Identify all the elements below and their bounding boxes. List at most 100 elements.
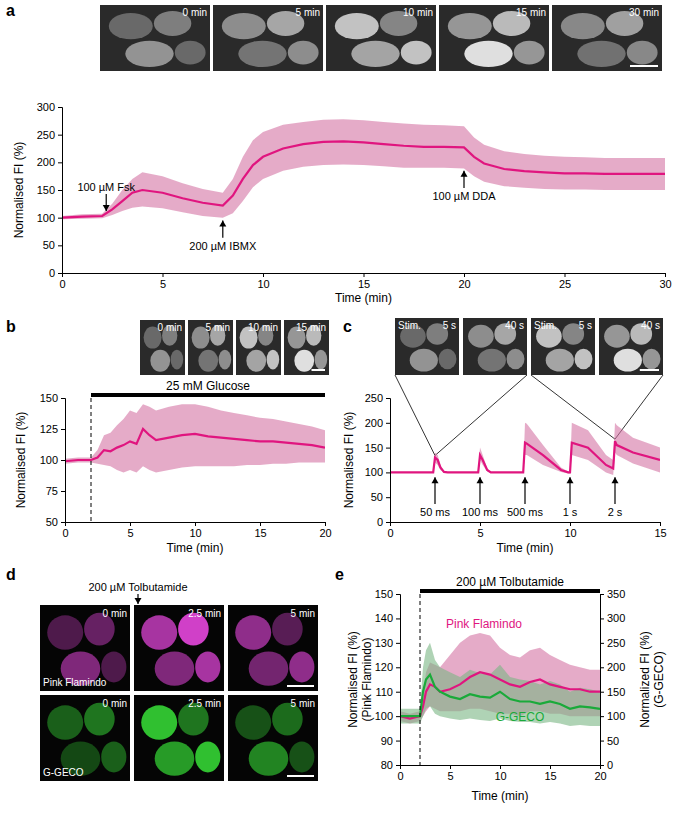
image-label: 0 min bbox=[183, 7, 207, 18]
arrow bbox=[135, 594, 142, 604]
tick-label: 125 bbox=[40, 423, 58, 435]
image-label: 15 min bbox=[516, 7, 546, 18]
x-axis: 05101520 bbox=[397, 765, 606, 782]
tick: 100 bbox=[40, 454, 65, 466]
image-label: 15 min bbox=[296, 322, 326, 333]
tick-mark bbox=[396, 643, 400, 644]
tick: 100 bbox=[365, 466, 390, 478]
background bbox=[0, 0, 675, 815]
cell bbox=[150, 350, 170, 372]
series-label: G-GECO bbox=[496, 710, 545, 724]
tick-label: 120 bbox=[375, 661, 393, 673]
tick-mark bbox=[260, 522, 261, 526]
axis-line bbox=[61, 399, 66, 523]
x-axis-title: Time (min) bbox=[335, 291, 392, 305]
x-axis: 051015202530 bbox=[59, 273, 671, 290]
cell bbox=[439, 349, 457, 370]
tick-label: 300 bbox=[607, 612, 625, 624]
tick: 150 bbox=[600, 686, 625, 698]
tick: 30 bbox=[659, 273, 671, 290]
tick-mark bbox=[386, 472, 390, 473]
tick: 300 bbox=[600, 612, 625, 624]
axis-line bbox=[391, 523, 661, 527]
micrograph bbox=[326, 5, 436, 71]
tick: 15 bbox=[358, 273, 370, 290]
plot-area bbox=[400, 633, 600, 726]
arrow-head bbox=[461, 171, 468, 177]
cell bbox=[47, 705, 83, 739]
treatment-bar bbox=[91, 393, 325, 397]
image-label: 0 min bbox=[103, 608, 127, 619]
tick-label: 100 bbox=[40, 454, 58, 466]
cell bbox=[109, 13, 153, 39]
treatment-bar bbox=[420, 589, 600, 593]
image-label: 40 s bbox=[505, 320, 524, 331]
tick-label: 25 bbox=[559, 278, 571, 290]
image-background bbox=[228, 695, 318, 781]
tick: 20 bbox=[458, 273, 470, 290]
image-background bbox=[134, 605, 224, 691]
tick: 100 bbox=[600, 710, 625, 722]
tick-label: 0 bbox=[59, 278, 65, 290]
panel: e051015208090100110120130140150050100150… bbox=[335, 566, 666, 803]
tick-label: 80 bbox=[381, 759, 393, 771]
tick-label: 250 bbox=[365, 392, 383, 404]
panel: b0 min5 min10 min15 min05101520507510012… bbox=[6, 318, 332, 555]
tick-mark bbox=[600, 594, 604, 595]
annotation: 200 µM IBMX bbox=[189, 240, 257, 252]
y2-axis: 050100150200250300350 bbox=[600, 588, 625, 771]
tick-mark bbox=[61, 398, 65, 399]
tick-label: 30 bbox=[659, 278, 671, 290]
axis-line bbox=[601, 595, 605, 766]
y-axis: 5075100125150 bbox=[40, 392, 66, 528]
tick-label: 10 bbox=[189, 527, 201, 539]
tick-mark bbox=[600, 741, 604, 742]
image-label: 2.5 min bbox=[188, 608, 221, 619]
cell bbox=[335, 13, 379, 39]
tick: 10 bbox=[564, 522, 576, 539]
tick: 75 bbox=[46, 485, 65, 497]
tick-label: 300 bbox=[37, 101, 55, 113]
tick-mark bbox=[61, 429, 65, 430]
arrow-head bbox=[567, 477, 574, 483]
tick-label: 10 bbox=[564, 527, 576, 539]
tick: 200 bbox=[365, 417, 390, 429]
tick-label: 150 bbox=[607, 686, 625, 698]
tick-mark bbox=[464, 273, 465, 277]
micrograph bbox=[40, 605, 130, 691]
tick-label: 0 bbox=[49, 267, 55, 279]
cell bbox=[47, 615, 83, 649]
tick: 25 bbox=[559, 273, 571, 290]
micrograph bbox=[228, 605, 318, 691]
tick-mark bbox=[58, 135, 62, 136]
tick-label: 150 bbox=[365, 442, 383, 454]
tick: 150 bbox=[375, 588, 400, 600]
tick-mark bbox=[386, 497, 390, 498]
tick-label: 150 bbox=[40, 392, 58, 404]
tick-mark bbox=[396, 594, 400, 595]
tick: 0 bbox=[397, 765, 403, 782]
tick-label: 150 bbox=[37, 184, 55, 196]
tick-label: 5 bbox=[477, 527, 483, 539]
cell bbox=[507, 349, 525, 370]
tick-mark bbox=[396, 667, 400, 668]
image-label: 5 s bbox=[443, 320, 456, 331]
image-background bbox=[463, 318, 527, 375]
tick-label: 0 bbox=[387, 527, 393, 539]
image-background bbox=[236, 320, 281, 375]
image-background bbox=[40, 605, 130, 691]
tick-label: 150 bbox=[375, 588, 393, 600]
tick-mark bbox=[665, 273, 666, 277]
micrograph bbox=[236, 320, 281, 375]
tick-label: 5 bbox=[160, 278, 166, 290]
scale-bar bbox=[630, 65, 658, 67]
tick-mark bbox=[364, 273, 365, 277]
cell bbox=[125, 41, 173, 67]
annotation: 200 µM Tolbutamide bbox=[88, 581, 187, 593]
tick-mark bbox=[600, 667, 604, 668]
cell bbox=[627, 41, 658, 65]
axis-line bbox=[396, 595, 401, 766]
cell bbox=[238, 41, 286, 67]
micrograph bbox=[552, 5, 662, 71]
tick-label: 15 bbox=[544, 770, 556, 782]
